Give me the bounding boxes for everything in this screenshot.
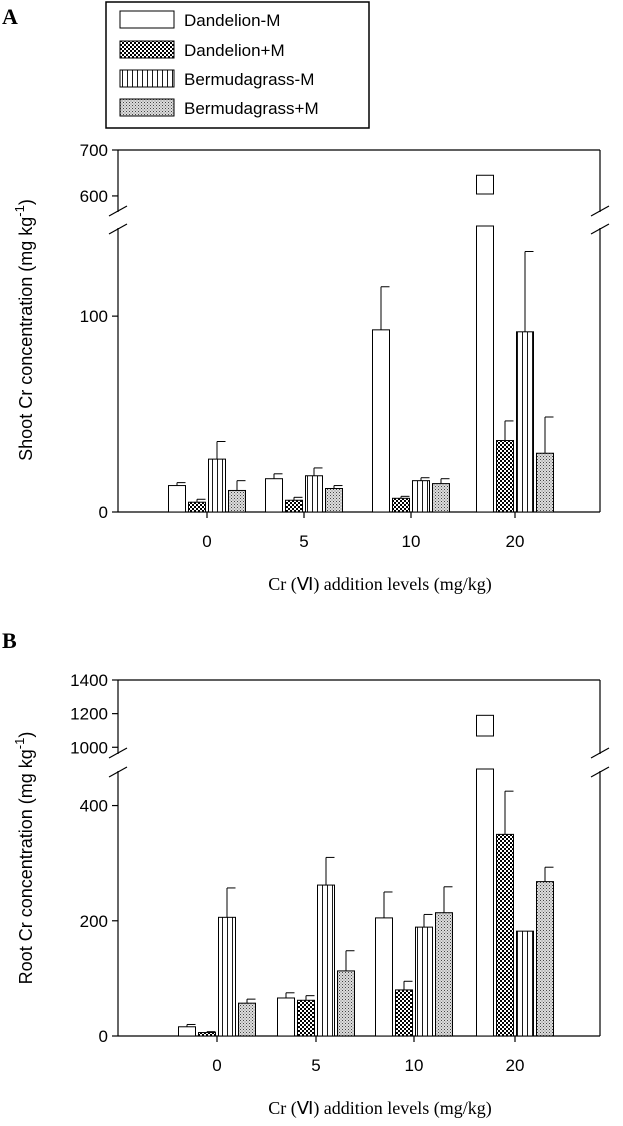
- axis-break-mark-left-2: [108, 223, 128, 235]
- legend-swatch-3: [119, 69, 175, 88]
- bar: [415, 926, 433, 1037]
- y-tick-label: 100: [80, 307, 108, 326]
- bar: [432, 483, 450, 513]
- panel-a-xlabel: Cr (Ⅵ) addition levels (mg/kg): [268, 574, 492, 595]
- svg-text:Shoot Cr concentration (mg kg-: Shoot Cr concentration (mg kg-1): [12, 199, 36, 461]
- legend-swatch-2: [119, 40, 175, 59]
- legend-label-1: Dandelion-M: [184, 11, 280, 30]
- bar: [317, 884, 335, 1037]
- bar: [188, 501, 206, 513]
- y-tick-label: 600: [80, 187, 108, 206]
- y-tick-label: 200: [80, 912, 108, 931]
- bar: [168, 485, 186, 513]
- axis-break-mark-right-2: [590, 766, 610, 778]
- panel-a-ylabel-exp: -1: [12, 205, 27, 217]
- axis-break-mark-right-1: [590, 747, 610, 759]
- legend: Dandelion-M Dandelion+M Bermudagrass-M Berm…: [105, 1, 370, 129]
- axis-break-mark-left-2: [108, 766, 128, 778]
- svg-text:Root Cr concentration (mg kg-1: Root Cr concentration (mg kg-1): [12, 732, 36, 985]
- legend-label-4: Bermudagrass+M: [184, 99, 319, 118]
- bar: [208, 458, 226, 513]
- bar: [198, 1032, 216, 1037]
- x-tick-label: 5: [311, 1056, 320, 1075]
- bar: [435, 912, 453, 1037]
- bar: [536, 452, 554, 513]
- bar: [516, 930, 534, 1037]
- panel-a-ylabel: Shoot Cr concentration (mg kg-1): [12, 199, 36, 461]
- panel-b-xlabel: Cr (Ⅵ) addition levels (mg/kg): [268, 1098, 492, 1119]
- bar: [496, 440, 514, 513]
- y-tick-label: 1000: [70, 738, 108, 757]
- x-tick-label: 5: [299, 532, 308, 551]
- y-tick-label: 700: [80, 141, 108, 160]
- panel-a: A Shoot Cr concentration (mg kg-1) Cr (Ⅵ…: [2, 4, 610, 595]
- bar: [496, 833, 514, 1037]
- x-tick-label: 0: [212, 1056, 221, 1075]
- panel-a-label: A: [2, 4, 18, 29]
- axis-break-mark-right-1: [590, 205, 610, 217]
- bar: [265, 478, 283, 513]
- legend-label-2: Dandelion+M: [184, 41, 285, 60]
- y-tick-label: 0: [99, 1027, 108, 1046]
- panel-a-ylabel-text: Shoot Cr concentration (mg kg: [16, 217, 36, 461]
- panel-b-ylabel-text: Root Cr concentration (mg kg: [16, 749, 36, 984]
- bar: [476, 225, 494, 513]
- panel-b-ylabel: Root Cr concentration (mg kg-1): [12, 732, 36, 985]
- y-tick-label: 1200: [70, 705, 108, 724]
- bar: [325, 487, 343, 513]
- bar: [392, 497, 410, 513]
- bar: [178, 1026, 196, 1037]
- panel-b: B Root Cr concentration (mg kg-1) Cr (Ⅵ)…: [2, 628, 610, 1119]
- panel-b-label: B: [2, 628, 17, 653]
- axis-break-mark-left-1: [108, 205, 128, 217]
- panel-a-ylabel-close: ): [16, 199, 36, 205]
- x-tick-label: 10: [405, 1056, 424, 1075]
- legend-swatch-4: [119, 98, 175, 117]
- bar: [228, 489, 246, 513]
- bar: [516, 331, 534, 513]
- axis-break-mark-right-2: [590, 223, 610, 235]
- bar: [305, 475, 323, 513]
- bar-upper-segment: [476, 714, 494, 737]
- y-tick-label: 400: [80, 797, 108, 816]
- y-tick-label: 1400: [70, 671, 108, 690]
- bar: [476, 768, 494, 1037]
- x-tick-label: 10: [402, 532, 421, 551]
- bar: [238, 1002, 256, 1037]
- legend-swatch-1: [119, 10, 175, 29]
- axis-break-mark-left-1: [108, 747, 128, 759]
- bar: [372, 329, 390, 513]
- bar: [297, 999, 315, 1037]
- x-tick-label: 0: [202, 532, 211, 551]
- bar: [337, 970, 355, 1037]
- x-tick-label: 20: [506, 1056, 525, 1075]
- bar: [285, 499, 303, 513]
- panel-b-ylabel-close: ): [16, 732, 36, 738]
- bar: [412, 480, 430, 513]
- y-tick-label: 0: [99, 503, 108, 522]
- x-tick-label: 20: [506, 532, 525, 551]
- bar-upper-segment: [476, 174, 494, 195]
- bar: [218, 916, 236, 1037]
- bar: [395, 989, 413, 1037]
- bar: [277, 997, 295, 1037]
- bar: [375, 917, 393, 1037]
- panel-b-ylabel-exp: -1: [12, 738, 27, 750]
- legend-label-3: Bermudagrass-M: [184, 70, 314, 89]
- bar: [536, 881, 554, 1037]
